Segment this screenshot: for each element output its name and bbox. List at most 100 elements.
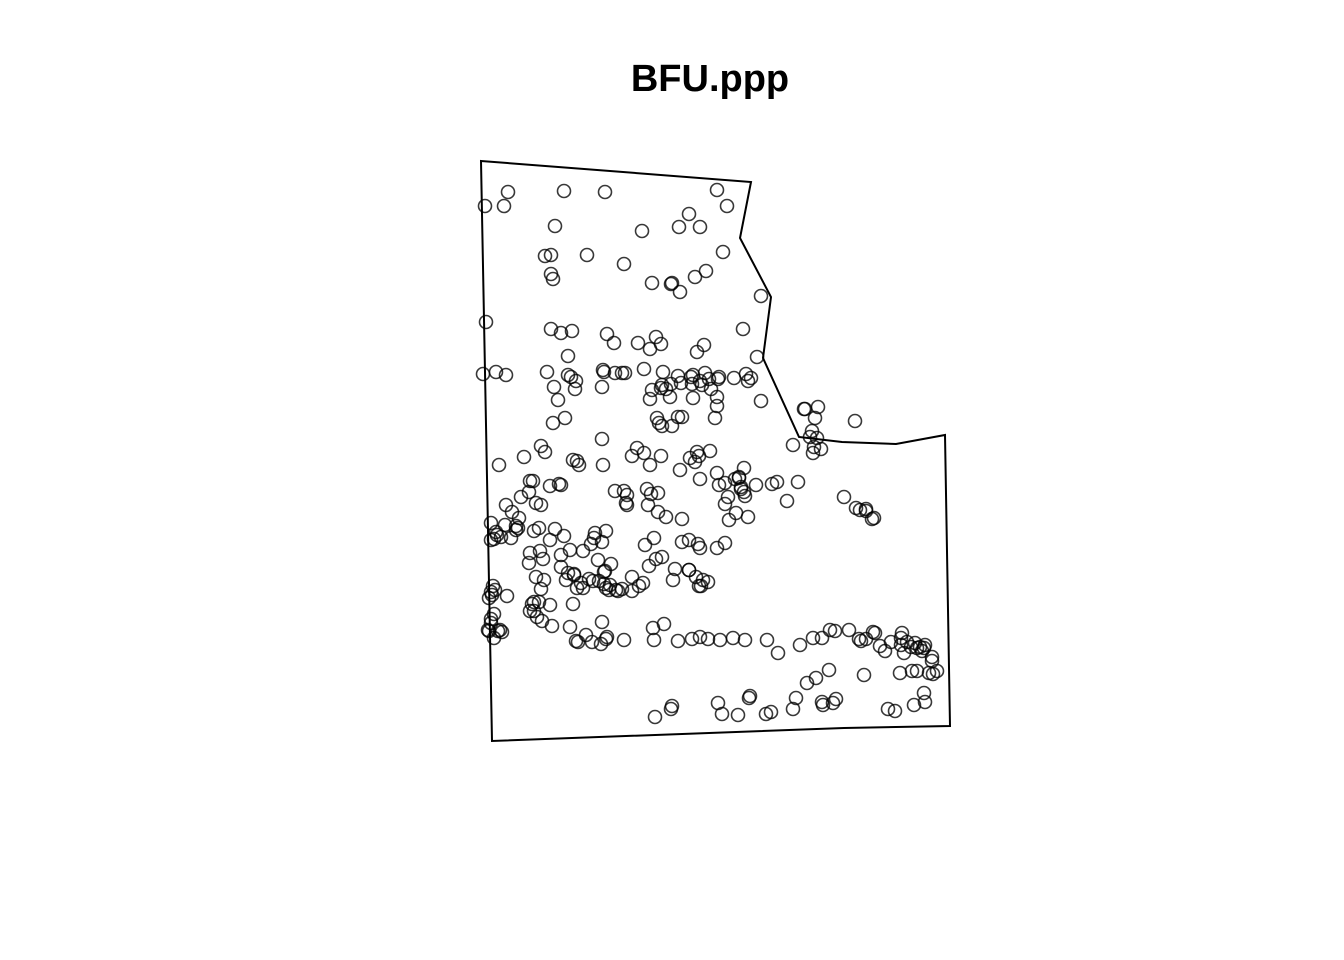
chart-title: BFU.ppp [630, 58, 790, 100]
data-point [646, 530, 662, 546]
data-point [663, 701, 679, 717]
data-point [749, 349, 765, 365]
data-point [692, 219, 708, 235]
data-point [496, 198, 512, 214]
data-point [654, 418, 670, 434]
data-point [521, 555, 537, 571]
data-point [558, 572, 574, 588]
data-point [827, 623, 843, 639]
data-point [650, 504, 666, 520]
data-point [672, 462, 688, 478]
data-point [667, 561, 683, 577]
data-point [802, 429, 818, 445]
data-point [536, 572, 552, 588]
data-point [539, 364, 555, 380]
data-point [711, 477, 727, 493]
data-point [805, 630, 821, 646]
data-point [624, 569, 640, 585]
data-point [644, 382, 660, 398]
data-point [494, 624, 510, 640]
data-point [770, 645, 786, 661]
data-point [687, 269, 703, 285]
data-point [616, 256, 632, 272]
data-point [929, 663, 945, 679]
data-point [719, 198, 735, 214]
data-point [700, 631, 716, 647]
data-point [535, 551, 551, 567]
data-point [753, 288, 769, 304]
data-point [491, 457, 507, 473]
data-point [779, 493, 795, 509]
data-point [567, 381, 583, 397]
data-point [575, 543, 591, 559]
data-point [560, 565, 576, 581]
data-point [892, 665, 908, 681]
data-point [663, 276, 679, 292]
data-point [560, 348, 576, 364]
data-point [736, 484, 752, 500]
data-point [694, 377, 710, 393]
data-point [808, 670, 824, 686]
data-point [616, 632, 632, 648]
data-point [655, 364, 671, 380]
data-point [692, 629, 708, 645]
data-point [847, 413, 863, 429]
data-point [692, 471, 708, 487]
data-point [648, 551, 664, 567]
data-point [537, 248, 553, 264]
data-point [707, 410, 723, 426]
data-point [596, 564, 612, 580]
data-point [725, 630, 741, 646]
data-point [569, 580, 585, 596]
data-point [743, 370, 759, 386]
data-point [508, 518, 524, 534]
data-point [653, 380, 669, 396]
data-point [488, 364, 504, 380]
data-point [709, 398, 725, 414]
data-point [681, 562, 697, 578]
data-point [547, 218, 563, 234]
data-point [828, 691, 844, 707]
data-point [585, 573, 601, 589]
data-point [682, 450, 698, 466]
points-layer [475, 182, 945, 725]
data-point [730, 707, 746, 723]
data-point [733, 481, 749, 497]
data-point [790, 474, 806, 490]
data-point [521, 484, 537, 500]
data-point [709, 540, 725, 556]
data-point [565, 596, 581, 612]
data-point [904, 663, 920, 679]
data-point [815, 697, 831, 713]
data-point [684, 631, 700, 647]
data-point [634, 223, 650, 239]
data-point [630, 335, 646, 351]
data-point [673, 375, 689, 391]
data-point [635, 575, 651, 591]
data-point [728, 505, 744, 521]
data-point [553, 477, 569, 493]
data-point [483, 515, 499, 531]
data-point [543, 321, 559, 337]
data-point [553, 325, 569, 341]
data-point [721, 512, 737, 528]
data-point [720, 489, 736, 505]
data-point [662, 389, 678, 405]
data-point [684, 376, 700, 392]
data-point [917, 637, 933, 653]
data-point [557, 410, 573, 426]
data-point [477, 198, 493, 214]
data-point [545, 271, 561, 287]
data-point [726, 370, 742, 386]
data-point [481, 590, 497, 606]
data-point [887, 703, 903, 719]
data-point [614, 365, 630, 381]
data-point [836, 489, 852, 505]
data-point [864, 511, 880, 527]
data-point [614, 581, 630, 597]
data-point [650, 485, 666, 501]
data-point [740, 509, 756, 525]
data-point [511, 510, 527, 526]
data-point [478, 314, 494, 330]
data-point [594, 379, 610, 395]
